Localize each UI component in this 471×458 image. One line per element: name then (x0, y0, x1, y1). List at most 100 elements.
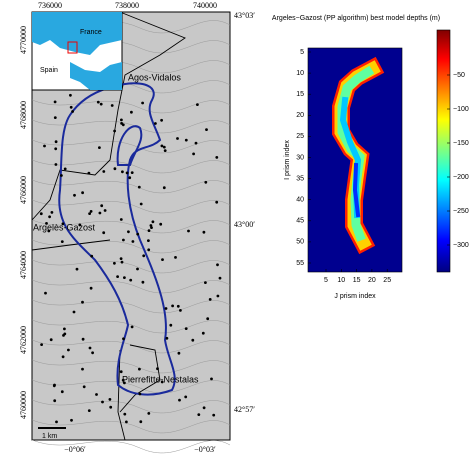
station (60, 390, 64, 394)
y-tick-label: 30 (296, 154, 304, 161)
y-tick-label: 4762000 (19, 326, 28, 354)
station (139, 420, 143, 424)
station (212, 413, 216, 417)
inset-locator (67, 41, 78, 54)
station (147, 248, 151, 252)
station (90, 254, 94, 258)
station (71, 110, 74, 113)
colorbar-tick-label: −100 (453, 106, 469, 113)
x-tick-label: 736000 (38, 1, 62, 10)
station (98, 146, 101, 150)
station (164, 307, 168, 310)
station (202, 230, 206, 234)
station (216, 263, 219, 267)
y-tick-label: 50 (296, 239, 304, 246)
station (45, 222, 48, 225)
station (160, 380, 164, 384)
contour (31, 139, 231, 154)
station (119, 257, 123, 260)
station (69, 93, 72, 97)
station (160, 144, 164, 148)
station (126, 230, 130, 234)
contour (31, 159, 231, 174)
place-label: Agos-Vidalos (128, 72, 181, 82)
y-tick-label: 55 (296, 260, 304, 267)
station (163, 149, 167, 153)
station (197, 413, 201, 416)
station (176, 137, 179, 140)
station (63, 327, 66, 331)
station (147, 239, 150, 243)
station (70, 418, 73, 422)
station (88, 346, 92, 350)
station (187, 229, 190, 233)
place-label: Pierrefitte-Nestalas (122, 374, 199, 384)
station (142, 254, 146, 258)
station (128, 176, 132, 180)
station (47, 229, 51, 233)
contour (31, 379, 231, 394)
station (136, 232, 140, 236)
station (141, 101, 145, 105)
lon-tick-label: −0°03′ (194, 445, 216, 454)
station (218, 276, 222, 280)
station (81, 367, 84, 371)
station (208, 298, 212, 301)
station (154, 122, 157, 125)
x-tick-label: 25 (383, 277, 391, 284)
inset-label: France (80, 29, 102, 36)
station (100, 204, 104, 208)
y-tick-label: 20 (296, 112, 304, 119)
y-tick-label: 40 (296, 197, 304, 204)
station (151, 220, 155, 224)
station (67, 348, 70, 352)
lat-tick-label: 43°03′ (234, 11, 255, 20)
station (40, 343, 43, 346)
station (60, 240, 64, 244)
station (120, 118, 123, 122)
station (98, 211, 102, 215)
station (89, 210, 93, 213)
station (122, 337, 125, 341)
contour (31, 299, 231, 314)
scale-bar-label: 1 km (42, 433, 57, 440)
station (99, 102, 103, 106)
station (91, 351, 94, 355)
station (174, 256, 177, 259)
station (53, 100, 57, 104)
y-tick-label: 4764000 (19, 251, 28, 279)
station (63, 167, 67, 171)
station (69, 105, 73, 109)
station (54, 147, 58, 151)
y-tick-label: 4760000 (19, 391, 28, 419)
station (81, 300, 84, 304)
station (156, 367, 159, 371)
lon-tick-label: −0°06′ (64, 445, 86, 454)
x-tick-label: 10 (337, 277, 345, 284)
station (202, 406, 206, 410)
x-axis-label: J prism index (334, 293, 376, 300)
colorbar (436, 29, 451, 273)
contour (31, 199, 231, 214)
station (161, 258, 164, 261)
station (216, 294, 220, 298)
depth-anomaly (332, 56, 385, 255)
station (201, 331, 205, 335)
station (108, 398, 112, 401)
contour (31, 419, 231, 434)
commune-boundaries (31, 11, 186, 441)
station (109, 405, 113, 409)
station (165, 336, 169, 340)
station (89, 286, 93, 290)
station (87, 171, 91, 175)
station (162, 186, 166, 190)
station (52, 384, 56, 388)
station (102, 170, 106, 173)
map: France Spain Agos-Vidalos Argelès-Gazost… (19, 1, 255, 454)
station (55, 420, 58, 424)
colorbar-tick-label: −50 (453, 72, 465, 79)
station (141, 280, 145, 284)
station (87, 409, 91, 412)
station (116, 275, 119, 278)
station (44, 291, 47, 295)
